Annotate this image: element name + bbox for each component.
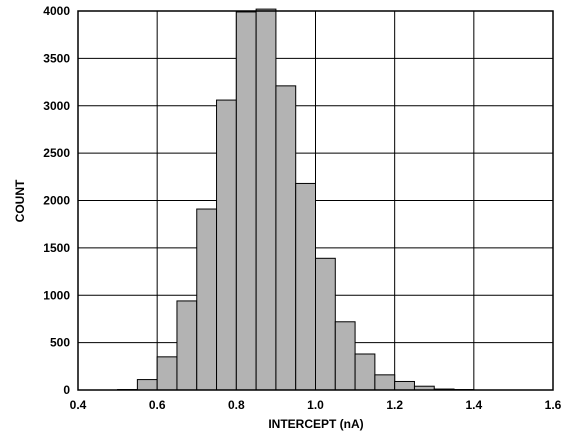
histogram-bar bbox=[275, 85, 297, 391]
histogram-bar bbox=[216, 99, 237, 391]
histogram-bar bbox=[196, 208, 218, 391]
x-tick-label: 0.6 bbox=[149, 398, 166, 412]
histogram-bar bbox=[354, 353, 376, 391]
histogram-bar bbox=[136, 379, 158, 391]
histogram-bar bbox=[394, 380, 415, 391]
histogram-bar bbox=[315, 257, 336, 391]
y-tick-label: 1000 bbox=[43, 288, 70, 302]
x-tick-label: 1.4 bbox=[465, 398, 482, 412]
y-tick-label: 2500 bbox=[43, 146, 70, 160]
bars bbox=[117, 8, 475, 391]
y-tick-label: 4000 bbox=[43, 4, 70, 18]
y-tick-label: 500 bbox=[50, 336, 70, 350]
y-tick-labels: 0 500 1000 1500 2000 2500 3000 3500 4000 bbox=[43, 4, 70, 397]
y-tick-label: 3500 bbox=[43, 51, 70, 65]
histogram-bar bbox=[255, 8, 277, 391]
x-axis-label: INTERCEPT (nA) bbox=[268, 417, 363, 431]
y-axis-label: COUNT bbox=[13, 179, 27, 222]
x-tick-label: 1.6 bbox=[545, 398, 562, 412]
y-tick-label: 3000 bbox=[43, 99, 70, 113]
y-tick-label: 2000 bbox=[43, 194, 70, 208]
histogram-bar bbox=[295, 182, 317, 391]
histogram-bar bbox=[156, 356, 178, 391]
x-tick-label: 1.2 bbox=[386, 398, 403, 412]
x-tick-label: 0.8 bbox=[228, 398, 245, 412]
plot-frame bbox=[77, 10, 554, 391]
histogram-bar bbox=[176, 300, 198, 391]
histogram-bar bbox=[374, 374, 396, 391]
histogram-bar bbox=[334, 321, 356, 391]
histogram-bar bbox=[235, 11, 257, 391]
x-tick-labels: 0.4 0.6 0.8 1.0 1.2 1.4 1.6 bbox=[70, 398, 562, 412]
x-tick-label: 0.4 bbox=[70, 398, 87, 412]
x-tick-label: 1.0 bbox=[307, 398, 324, 412]
y-tick-label: 0 bbox=[63, 383, 70, 397]
y-tick-label: 1500 bbox=[43, 241, 70, 255]
